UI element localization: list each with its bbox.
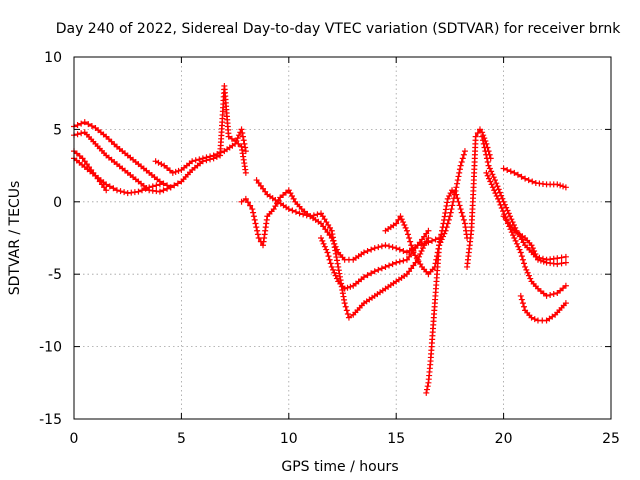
y-tick-label: 0 xyxy=(53,195,62,211)
series-track-15 xyxy=(500,165,569,191)
series-line xyxy=(481,136,567,261)
series-track-1 xyxy=(71,82,249,191)
series-track-16 xyxy=(517,292,569,324)
plus-markers xyxy=(423,187,471,396)
series-track-11 xyxy=(464,126,494,270)
x-tick-label: 25 xyxy=(602,431,620,447)
series-track-10 xyxy=(423,187,471,396)
axis-ticks xyxy=(73,56,612,420)
series-track-14 xyxy=(500,213,569,268)
plus-markers xyxy=(382,148,468,278)
series-track-12 xyxy=(479,133,569,263)
series-track-13 xyxy=(483,169,569,299)
y-tick-label: -15 xyxy=(39,412,62,428)
series-line xyxy=(425,189,468,394)
x-tick-label: 5 xyxy=(177,431,186,447)
x-tick-label: 15 xyxy=(387,431,405,447)
x-tick-label: 10 xyxy=(280,431,298,447)
y-tick-label: -5 xyxy=(48,267,62,283)
series-line xyxy=(73,85,247,189)
plus-markers xyxy=(71,82,249,191)
y-tick-label: -10 xyxy=(39,340,62,356)
plus-markers xyxy=(517,292,569,324)
x-tick-label: 20 xyxy=(495,431,513,447)
y-tick-label: 10 xyxy=(44,50,62,66)
plus-markers xyxy=(238,187,432,321)
series-track-8 xyxy=(318,227,432,292)
y-tick-label: 5 xyxy=(53,122,62,138)
x-axis-label: GPS time / hours xyxy=(281,459,398,475)
plus-markers xyxy=(464,126,494,270)
y-axis-label: SDTVAR / TECUs xyxy=(7,181,23,296)
chart-title: Day 240 of 2022, Sidereal Day-to-day VTE… xyxy=(56,21,621,37)
grid-lines xyxy=(74,57,611,419)
plus-markers xyxy=(500,213,569,268)
data-series xyxy=(71,82,569,396)
series-track-5 xyxy=(152,126,249,176)
series-track-6 xyxy=(238,187,432,321)
plot-frame xyxy=(73,56,612,420)
plus-markers xyxy=(318,227,432,292)
y-tick-labels: -15 -10 -5 0 5 10 xyxy=(39,50,62,428)
series-track-9 xyxy=(382,148,468,278)
plus-markers xyxy=(152,126,249,176)
x-tick-label: 0 xyxy=(70,431,79,447)
plus-markers xyxy=(500,165,569,191)
x-tick-labels: 0 5 10 15 20 25 xyxy=(70,431,620,447)
